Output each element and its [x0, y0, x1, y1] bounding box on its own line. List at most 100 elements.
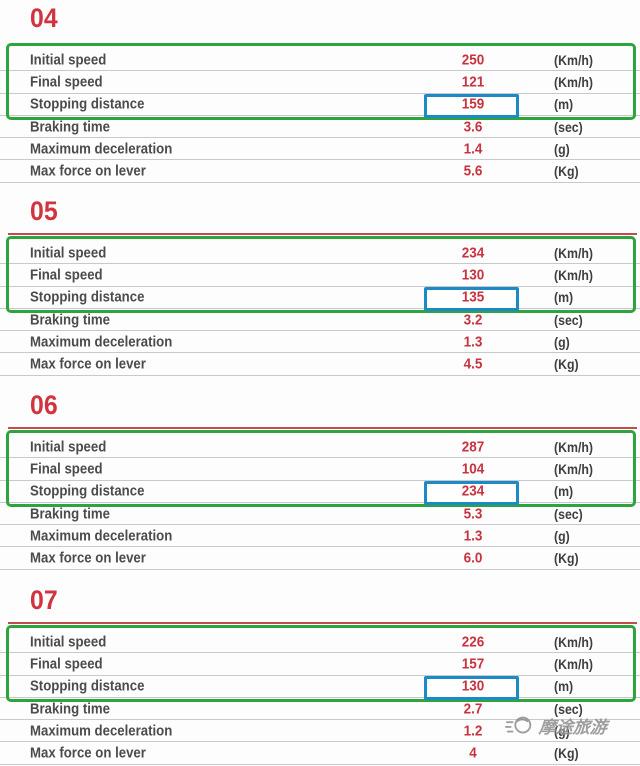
row-unit: (sec) [554, 118, 583, 135]
row-unit: (Km/h) [554, 73, 594, 90]
row-unit: (m) [554, 483, 574, 500]
row-max-deceleration: Maximum deceleration 1.4 (g) [0, 138, 640, 161]
row-value: 5.3 [463, 505, 483, 523]
row-label: Final speed [30, 655, 103, 673]
results-table: Initial speed 250 (Km/h) Final speed 121… [0, 43, 640, 183]
row-value: 250 [461, 51, 485, 69]
blue-highlight-box [424, 675, 519, 700]
row-stopping-distance: Stopping distance 130 (m) [0, 675, 640, 700]
blue-highlight-box [424, 286, 519, 311]
row-unit: (g) [554, 333, 570, 350]
row-label: Final speed [30, 73, 103, 91]
row-label: Max force on lever [30, 744, 146, 762]
row-initial-speed: Initial speed 287 (Km/h) [0, 436, 640, 459]
motorcycle-logo-icon [505, 716, 532, 734]
row-label: Initial speed [30, 244, 107, 262]
results-table: Initial speed 287 (Km/h) Final speed 104… [0, 430, 640, 570]
blue-highlight-box [424, 480, 519, 505]
row-value: 157 [461, 655, 485, 673]
row-value: 1.4 [463, 140, 483, 158]
row-value: 5.6 [463, 162, 483, 180]
row-unit: (Km/h) [554, 633, 594, 650]
row-label: Initial speed [30, 633, 107, 651]
row-max-deceleration: Maximum deceleration 1.2 (g) [0, 720, 640, 743]
row-unit: (m) [554, 678, 574, 695]
row-unit: (Km/h) [554, 51, 594, 68]
row-label: Final speed [30, 266, 103, 284]
row-unit: (sec) [554, 700, 583, 717]
heading-rule [8, 427, 637, 429]
row-label: Initial speed [30, 438, 107, 456]
row-braking-time: Braking time 3.6 (sec) [0, 116, 640, 139]
row-label: Max force on lever [30, 162, 146, 180]
row-label: Braking time [30, 505, 110, 523]
row-value: 287 [461, 438, 485, 456]
row-final-speed: Final speed 130 (Km/h) [0, 264, 640, 287]
row-value: 3.6 [463, 118, 483, 136]
row-label: Braking time [30, 700, 110, 718]
row-value: 226 [461, 633, 485, 651]
row-unit: (Kg) [554, 745, 579, 762]
row-braking-time: Braking time 3.2 (sec) [0, 309, 640, 332]
row-unit: (Kg) [554, 163, 579, 180]
row-label: Braking time [30, 311, 110, 329]
row-unit: (m) [554, 289, 574, 306]
row-value: 135 [461, 288, 485, 306]
row-label: Stopping distance [30, 95, 145, 113]
results-table: Initial speed 234 (Km/h) Final speed 130… [0, 236, 640, 376]
row-unit: (Km/h) [554, 655, 594, 672]
row-braking-time: Braking time 2.7 (sec) [0, 698, 640, 721]
row-unit: (Kg) [554, 356, 579, 373]
row-max-force-on-lever: Max force on lever 4 (Kg) [0, 742, 640, 765]
row-braking-time: Braking time 5.3 (sec) [0, 503, 640, 526]
row-label: Braking time [30, 118, 110, 136]
row-max-deceleration: Maximum deceleration 1.3 (g) [0, 331, 640, 354]
row-unit: (Kg) [554, 550, 579, 567]
row-max-force-on-lever: Max force on lever 6.0 (Kg) [0, 547, 640, 570]
row-unit: (sec) [554, 505, 583, 522]
row-label: Maximum deceleration [30, 333, 173, 351]
heading-rule [8, 233, 637, 235]
row-value: 1.2 [463, 722, 483, 740]
row-stopping-distance: Stopping distance 234 (m) [0, 480, 640, 505]
row-initial-speed: Initial speed 234 (Km/h) [0, 242, 640, 265]
row-value: 234 [461, 482, 485, 500]
row-stopping-distance: Stopping distance 159 (m) [0, 93, 640, 118]
blue-highlight-box [424, 93, 519, 118]
results-table: Initial speed 226 (Km/h) Final speed 157… [0, 625, 640, 765]
row-value: 104 [461, 460, 485, 478]
row-value: 121 [461, 73, 485, 91]
row-value: 130 [461, 266, 485, 284]
row-unit: (Km/h) [554, 438, 594, 455]
row-unit: (Km/h) [554, 460, 594, 477]
row-label: Maximum deceleration [30, 140, 173, 158]
row-value: 3.2 [463, 311, 483, 329]
row-max-force-on-lever: Max force on lever 5.6 (Kg) [0, 160, 640, 183]
row-unit: (g) [554, 140, 570, 157]
row-label: Initial speed [30, 51, 107, 69]
row-max-force-on-lever: Max force on lever 4.5 (Kg) [0, 353, 640, 376]
row-unit: (g) [554, 527, 570, 544]
row-initial-speed: Initial speed 226 (Km/h) [0, 631, 640, 654]
row-value: 4 [469, 744, 477, 762]
section-number: 06 [30, 390, 58, 420]
row-value: 130 [461, 677, 485, 695]
row-value: 1.3 [463, 527, 483, 545]
row-label: Stopping distance [30, 482, 145, 500]
row-label: Max force on lever [30, 355, 146, 373]
row-label: Maximum deceleration [30, 527, 173, 545]
row-label: Final speed [30, 460, 103, 478]
row-value: 2.7 [463, 700, 483, 718]
section-number: 04 [30, 3, 58, 33]
row-value: 1.3 [463, 333, 483, 351]
watermark-text: 摩途旅游 [538, 717, 608, 737]
row-initial-speed: Initial speed 250 (Km/h) [0, 49, 640, 72]
row-final-speed: Final speed 157 (Km/h) [0, 653, 640, 676]
row-label: Maximum deceleration [30, 722, 173, 740]
section-number: 07 [30, 585, 58, 615]
row-value: 6.0 [463, 549, 483, 567]
row-value: 4.5 [463, 355, 483, 373]
row-label: Max force on lever [30, 549, 146, 567]
row-max-deceleration: Maximum deceleration 1.3 (g) [0, 525, 640, 548]
